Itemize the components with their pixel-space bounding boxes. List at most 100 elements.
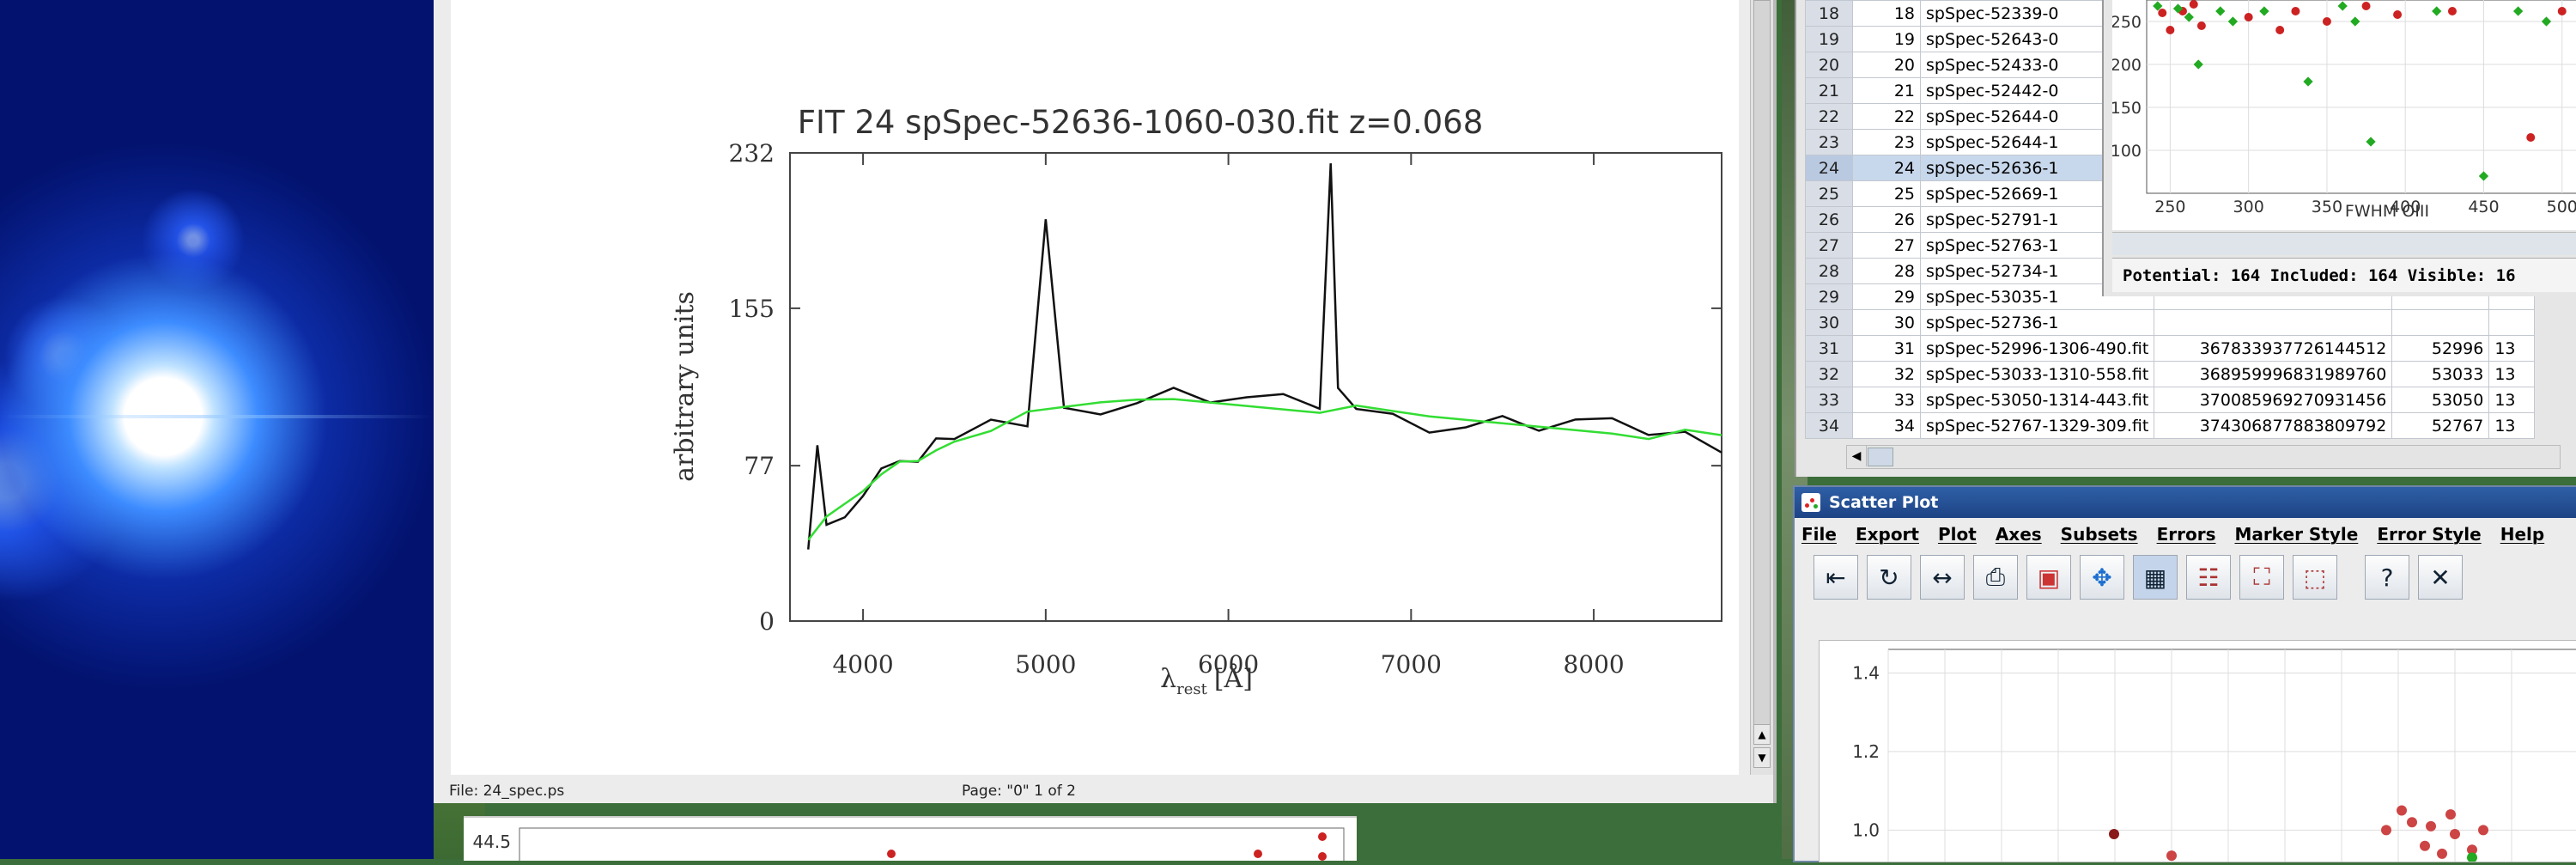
data-point bbox=[2109, 828, 2119, 839]
data-point bbox=[2478, 171, 2489, 181]
menu-marker-style[interactable]: Marker Style bbox=[2234, 524, 2359, 545]
scrollbar-thumb[interactable] bbox=[1753, 0, 1771, 728]
row-name[interactable]: spSpec-52996-1306-490.fit bbox=[1919, 335, 2155, 362]
row-index[interactable]: 33 bbox=[1852, 387, 1921, 413]
legend-icon[interactable]: ☷ bbox=[2186, 555, 2231, 600]
row-number[interactable]: 24 bbox=[1805, 155, 1853, 181]
menu-file[interactable]: File bbox=[1801, 524, 1837, 545]
menu-help[interactable]: Help bbox=[2500, 524, 2545, 545]
table-row[interactable]: 34 34 spSpec-52767-1329-309.fit 37430687788… bbox=[1805, 412, 2536, 439]
print-icon[interactable]: ⎙ bbox=[1973, 555, 2018, 600]
row-index[interactable]: 32 bbox=[1852, 361, 1921, 387]
row-index[interactable]: 34 bbox=[1852, 412, 1921, 439]
row-plate[interactable]: 13 bbox=[2488, 361, 2536, 387]
row-number[interactable]: 33 bbox=[1805, 387, 1853, 413]
row-index[interactable]: 25 bbox=[1852, 180, 1921, 207]
row-id[interactable]: 370085969270931456 bbox=[2154, 387, 2393, 413]
mini-x-tick-label: 400 bbox=[2390, 198, 2421, 216]
row-index[interactable]: 18 bbox=[1852, 0, 1921, 27]
row-plate[interactable]: 13 bbox=[2488, 412, 2536, 439]
row-number[interactable]: 27 bbox=[1805, 232, 1853, 259]
replot-icon[interactable]: ↻ bbox=[1867, 555, 1911, 600]
table-row[interactable]: 30 30 spSpec-52736-1 bbox=[1805, 309, 2536, 336]
row-name[interactable]: spSpec-53050-1314-443.fit bbox=[1919, 387, 2155, 413]
scroll-up-arrow[interactable]: ▲ bbox=[1753, 724, 1771, 745]
data-point bbox=[2512, 6, 2524, 16]
row-number[interactable]: 31 bbox=[1805, 335, 1853, 362]
row-index[interactable]: 22 bbox=[1852, 103, 1921, 130]
lower-plot-frame bbox=[519, 827, 1345, 865]
menu-axes[interactable]: Axes bbox=[1995, 524, 2042, 545]
window-titlebar[interactable]: Scatter Plot bbox=[1795, 487, 2576, 518]
row-index[interactable]: 19 bbox=[1852, 26, 1921, 52]
row-number[interactable]: 23 bbox=[1805, 129, 1853, 155]
data-point bbox=[2166, 26, 2175, 34]
close-icon[interactable]: ✕ bbox=[2418, 555, 2463, 600]
row-index[interactable]: 21 bbox=[1852, 77, 1921, 104]
data-point bbox=[2291, 7, 2300, 15]
table-row[interactable]: 33 33 spSpec-53050-1314-443.fit 37008596927… bbox=[1805, 387, 2536, 413]
row-index[interactable]: 30 bbox=[1852, 309, 1921, 336]
row-index[interactable]: 28 bbox=[1852, 258, 1921, 284]
row-index[interactable]: 31 bbox=[1852, 335, 1921, 362]
scroll-left-arrow[interactable]: ◀ bbox=[1847, 446, 1867, 466]
row-id[interactable]: 374306877883809792 bbox=[2154, 412, 2393, 439]
draw-subset-icon[interactable]: ⬚ bbox=[2293, 555, 2337, 600]
row-number[interactable]: 18 bbox=[1805, 0, 1853, 27]
row-id[interactable] bbox=[2154, 309, 2393, 336]
row-name[interactable]: spSpec-52736-1 bbox=[1919, 309, 2155, 336]
move-icon[interactable]: ✥ bbox=[2080, 555, 2124, 600]
row-number[interactable]: 22 bbox=[1805, 103, 1853, 130]
scroll-down-arrow[interactable]: ▼ bbox=[1753, 747, 1771, 768]
rescale-icon[interactable]: ⇤ bbox=[1814, 555, 1858, 600]
row-mjd[interactable]: 52767 bbox=[2391, 412, 2490, 439]
split-divider[interactable] bbox=[2112, 232, 2576, 255]
axis-range-icon[interactable]: ↔ bbox=[1920, 555, 1965, 600]
row-mjd[interactable]: 53033 bbox=[2391, 361, 2490, 387]
row-index[interactable]: 29 bbox=[1852, 283, 1921, 310]
mini-y-tick-label: 250 bbox=[2112, 13, 2142, 32]
row-index[interactable]: 20 bbox=[1852, 52, 1921, 78]
row-number[interactable]: 32 bbox=[1805, 361, 1853, 387]
row-index[interactable]: 27 bbox=[1852, 232, 1921, 259]
table-row[interactable]: 31 31 spSpec-52996-1306-490.fit 36783393772… bbox=[1805, 335, 2536, 362]
menu-error-style[interactable]: Error Style bbox=[2377, 524, 2482, 545]
menu-export[interactable]: Export bbox=[1855, 524, 1919, 545]
grid-icon[interactable]: ▦ bbox=[2133, 555, 2178, 600]
help-icon[interactable]: ? bbox=[2365, 555, 2409, 600]
row-number[interactable]: 34 bbox=[1805, 412, 1853, 439]
row-number[interactable]: 30 bbox=[1805, 309, 1853, 336]
row-number[interactable]: 26 bbox=[1805, 206, 1853, 233]
row-name[interactable]: spSpec-53033-1310-558.fit bbox=[1919, 361, 2155, 387]
row-mjd[interactable] bbox=[2391, 309, 2490, 336]
row-id[interactable]: 368959996831989760 bbox=[2154, 361, 2393, 387]
table-row[interactable]: 32 32 spSpec-53033-1310-558.fit 36895999683… bbox=[1805, 361, 2536, 387]
row-number[interactable]: 21 bbox=[1805, 77, 1853, 104]
row-name[interactable]: spSpec-52767-1329-309.fit bbox=[1919, 412, 2155, 439]
data-point bbox=[2445, 809, 2456, 820]
horizontal-scrollbar[interactable]: ◀ bbox=[1846, 445, 2561, 469]
row-index[interactable]: 23 bbox=[1852, 129, 1921, 155]
subset-icon[interactable]: ⛶ bbox=[2239, 555, 2284, 600]
row-plate[interactable]: 13 bbox=[2488, 387, 2536, 413]
row-plate[interactable]: 13 bbox=[2488, 335, 2536, 362]
menu-errors[interactable]: Errors bbox=[2156, 524, 2216, 545]
row-id[interactable]: 367833937726144512 bbox=[2154, 335, 2393, 362]
row-number[interactable]: 20 bbox=[1805, 52, 1853, 78]
row-index[interactable]: 24 bbox=[1852, 155, 1921, 181]
vertical-scrollbar[interactable]: ▲ ▼ bbox=[1750, 0, 1773, 775]
row-index[interactable]: 26 bbox=[1852, 206, 1921, 233]
menu-plot[interactable]: Plot bbox=[1937, 524, 1977, 545]
row-mjd[interactable]: 52996 bbox=[2391, 335, 2490, 362]
scrollbar-thumb[interactable] bbox=[1868, 448, 1893, 466]
menu-subsets[interactable]: Subsets bbox=[2060, 524, 2138, 545]
row-number[interactable]: 29 bbox=[1805, 283, 1853, 310]
row-mjd[interactable]: 53050 bbox=[2391, 387, 2490, 413]
data-point bbox=[2244, 13, 2253, 21]
row-number[interactable]: 19 bbox=[1805, 26, 1853, 52]
row-plate[interactable] bbox=[2488, 309, 2536, 336]
export-image-icon[interactable]: ▣ bbox=[2026, 555, 2071, 600]
row-number[interactable]: 28 bbox=[1805, 258, 1853, 284]
y-tick-label: 77 bbox=[744, 452, 775, 480]
row-number[interactable]: 25 bbox=[1805, 180, 1853, 207]
